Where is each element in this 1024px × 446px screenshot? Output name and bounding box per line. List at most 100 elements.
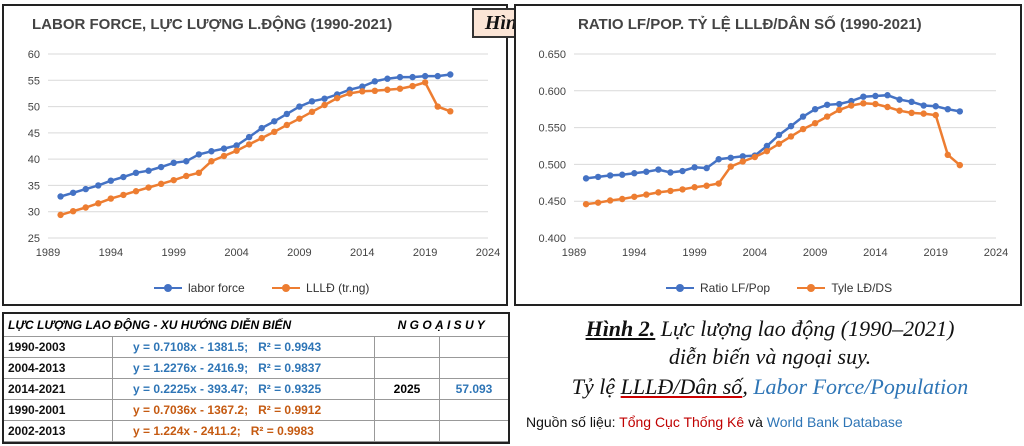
x-tick-label: 2004 bbox=[743, 247, 767, 259]
data-point bbox=[582, 200, 590, 208]
y-tick-label: 0.400 bbox=[538, 233, 566, 245]
data-point bbox=[667, 187, 674, 195]
data-point bbox=[920, 110, 927, 117]
data-point bbox=[703, 164, 710, 172]
source-prefix: Nguồn số liệu: bbox=[526, 414, 620, 430]
data-point bbox=[860, 93, 867, 100]
caption-text: Tỷ lệ bbox=[571, 374, 621, 399]
chart-title: RATIO LF/POP. TỶ LỆ LLLĐ/DÂN SỐ (1990-20… bbox=[578, 16, 922, 33]
data-point bbox=[69, 189, 77, 196]
data-point bbox=[594, 199, 602, 206]
data-point bbox=[346, 90, 353, 97]
equation: y = 0.7036x - 1367.2; bbox=[133, 403, 249, 417]
legend-label: LLLĐ (tr.ng) bbox=[306, 281, 370, 295]
table-row: 2002-2013 y = 1.224x - 2411.2; R² = 0.9983 bbox=[4, 420, 508, 442]
table-cell-equation: y = 0.2225x - 393.47; R² = 0.9325 bbox=[112, 378, 375, 400]
table-cell-year: 2025 bbox=[374, 378, 440, 400]
data-point bbox=[195, 151, 203, 158]
data-point bbox=[908, 98, 915, 106]
data-point bbox=[884, 103, 891, 111]
x-tick-label: 2004 bbox=[224, 247, 248, 259]
data-point bbox=[447, 71, 454, 78]
data-point bbox=[582, 175, 590, 182]
table-row: 2004-2013 y = 1.2276x - 2416.9; R² = 0.983… bbox=[4, 357, 508, 379]
chart-title: LABOR FORCE, LỰC LƯỢNG L.ĐỘNG (1990-2021… bbox=[32, 16, 393, 33]
x-tick-label: 2009 bbox=[287, 247, 311, 259]
data-point bbox=[655, 166, 662, 173]
data-point bbox=[447, 108, 454, 115]
data-point bbox=[157, 163, 165, 171]
data-point bbox=[896, 107, 903, 114]
chart-legend: labor force LLLĐ (tr.ng) bbox=[154, 278, 393, 295]
r-squared: R² = 0.9912 bbox=[258, 403, 322, 417]
data-point bbox=[421, 72, 429, 80]
data-point bbox=[715, 180, 722, 187]
data-point bbox=[799, 125, 807, 133]
data-point bbox=[308, 108, 316, 116]
source-gso: Tổng Cục Thống Kê bbox=[619, 414, 745, 430]
data-point bbox=[679, 186, 686, 193]
chart-legend: Ratio LF/Pop Tyle LĐ/DS bbox=[666, 278, 916, 295]
y-tick-label: 45 bbox=[28, 128, 40, 140]
table-cell-val bbox=[439, 357, 508, 379]
data-point bbox=[727, 154, 734, 161]
y-tick-label: 60 bbox=[28, 49, 40, 61]
data-point bbox=[120, 173, 127, 181]
data-point bbox=[932, 111, 939, 119]
data-point bbox=[920, 102, 927, 109]
legend-label: Tyle LĐ/DS bbox=[831, 281, 893, 295]
data-point bbox=[384, 86, 391, 93]
data-point bbox=[208, 148, 215, 155]
table-header-extrapolation: N G O Ạ I S U Y bbox=[374, 314, 508, 337]
data-point bbox=[258, 124, 265, 132]
x-tick-label: 2019 bbox=[413, 247, 437, 259]
series-line-2 bbox=[585, 102, 961, 206]
series-line-2 bbox=[60, 80, 451, 217]
data-point bbox=[132, 188, 140, 195]
data-point bbox=[283, 121, 291, 129]
y-tick-label: 0.600 bbox=[538, 86, 566, 98]
caption-english: Labor Force/Population bbox=[753, 374, 969, 399]
r-squared: R² = 0.9943 bbox=[258, 340, 322, 354]
y-tick-label: 0.500 bbox=[538, 159, 566, 171]
equation: y = 0.2225x - 393.47; bbox=[133, 382, 249, 396]
table-row: 1990-2003 y = 0.7108x - 1381.5; R² = 0.994… bbox=[4, 336, 508, 358]
table-cell-val bbox=[439, 336, 508, 358]
data-point bbox=[396, 73, 404, 81]
caption-line-2: diễn biến và ngoại suy. bbox=[668, 344, 872, 369]
data-point bbox=[321, 101, 328, 109]
caption-ratio: LLLĐ/Dân số bbox=[620, 374, 743, 399]
data-point bbox=[606, 172, 614, 179]
data-point bbox=[283, 110, 291, 118]
source-worldbank: World Bank Database bbox=[766, 414, 903, 430]
data-point bbox=[860, 100, 867, 107]
data-point bbox=[434, 103, 441, 110]
data-point bbox=[296, 115, 303, 122]
equation: y = 0.7108x - 1381.5; bbox=[133, 340, 249, 354]
data-point bbox=[824, 113, 831, 120]
trend-table: LỰC LƯỢNG LAO ĐỘNG - XU HƯỚNG DIỄN BIẾN … bbox=[2, 312, 510, 444]
table-cell-per: 2004-2013 bbox=[4, 357, 113, 379]
data-point bbox=[811, 119, 819, 127]
caption-fig-label: Hình 2. bbox=[585, 316, 656, 341]
x-tick-label: 2014 bbox=[350, 247, 374, 259]
data-point bbox=[727, 163, 734, 170]
data-point bbox=[95, 182, 102, 189]
series-line-1 bbox=[585, 93, 961, 180]
table-row: 2014-2021 y = 0.2225x - 393.47; R² = 0.932… bbox=[4, 378, 508, 400]
data-point bbox=[944, 106, 951, 113]
data-point bbox=[245, 141, 253, 148]
legend-item: Ratio LF/Pop bbox=[666, 281, 770, 295]
table-row: 1990-2001 y = 0.7036x - 1367.2; R² = 0.991… bbox=[4, 399, 508, 421]
data-point bbox=[799, 113, 807, 120]
data-point bbox=[691, 184, 698, 191]
data-point bbox=[775, 140, 783, 147]
labor-force-plot: 25 30 35 40 45 50 55 60 1989 1994 1999 2004 2009 2014… bbox=[28, 49, 500, 259]
table-cell-year bbox=[374, 420, 440, 442]
data-point bbox=[763, 142, 771, 150]
x-tick-label: 1999 bbox=[161, 247, 185, 259]
data-point bbox=[107, 195, 115, 202]
data-point bbox=[763, 147, 771, 155]
data-point bbox=[643, 168, 650, 175]
data-point bbox=[245, 133, 253, 141]
